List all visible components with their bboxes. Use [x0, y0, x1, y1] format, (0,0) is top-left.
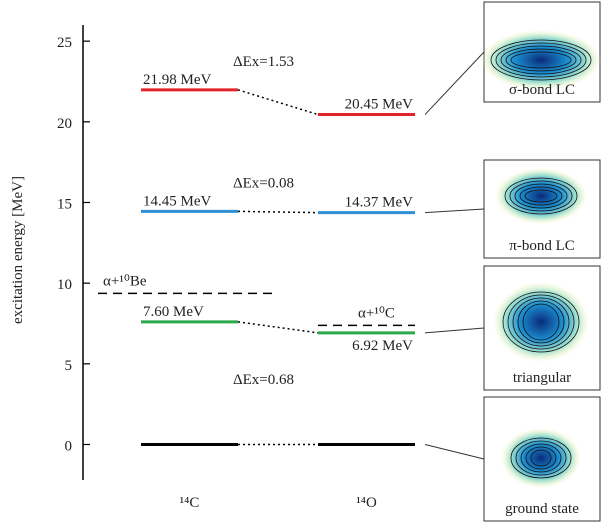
nucleus-label: ¹⁴O — [356, 495, 377, 511]
value-label: 7.60 MeV — [143, 304, 204, 320]
value-label: 21.98 MeV — [143, 72, 211, 88]
density — [493, 282, 589, 362]
threshold-label: α+¹⁰Be — [103, 273, 147, 289]
panel-link — [424, 208, 485, 214]
contour — [509, 180, 573, 212]
nucleus-label: ¹⁴C — [180, 495, 200, 511]
contour — [505, 48, 577, 72]
panel-link — [424, 444, 485, 460]
contour — [522, 303, 560, 341]
contour — [502, 291, 580, 353]
panel-label: σ-bond LC — [509, 82, 575, 98]
panel-label: ground state — [505, 501, 579, 517]
y-tick-label: 10 — [57, 277, 72, 293]
density — [481, 30, 601, 90]
contour — [524, 189, 558, 203]
value-label: 20.45 MeV — [345, 97, 413, 113]
contour — [510, 437, 572, 479]
density — [501, 428, 581, 488]
value-label: 14.37 MeV — [345, 195, 413, 211]
y-tick-label: 25 — [57, 35, 72, 51]
panel-label: π-bond LC — [509, 238, 575, 254]
threshold-label: α+¹⁰C — [358, 305, 395, 321]
connector — [237, 210, 319, 214]
contour — [507, 294, 575, 350]
contour — [530, 449, 552, 467]
contour — [504, 177, 578, 215]
y-tick-label: 0 — [65, 439, 73, 455]
panel-label: triangular — [513, 370, 571, 386]
value-label: 6.92 MeV — [352, 338, 413, 354]
y-tick-label: 20 — [57, 116, 72, 132]
panel-link — [424, 327, 485, 334]
contour — [515, 440, 567, 476]
contour — [525, 446, 557, 470]
contour — [517, 300, 565, 344]
delta-label: ΔEx=1.53 — [233, 54, 294, 70]
contour — [510, 51, 572, 69]
contour — [512, 297, 570, 347]
delta-label: ΔEx=0.68 — [233, 372, 294, 388]
value-label: 14.45 MeV — [143, 193, 211, 209]
contour — [500, 45, 582, 75]
connector — [237, 89, 319, 116]
panel-link — [424, 51, 485, 115]
contour — [514, 183, 568, 209]
y-axis-label: excitation energy [MeV] — [10, 176, 26, 324]
delta-label: ΔEx=0.08 — [233, 175, 294, 191]
contour — [520, 443, 562, 473]
density — [495, 168, 587, 224]
y-tick-label: 5 — [65, 358, 73, 374]
connector — [237, 321, 319, 334]
contour — [495, 42, 587, 78]
y-tick-label: 15 — [57, 196, 72, 212]
contour — [519, 186, 563, 206]
contour — [490, 39, 592, 81]
